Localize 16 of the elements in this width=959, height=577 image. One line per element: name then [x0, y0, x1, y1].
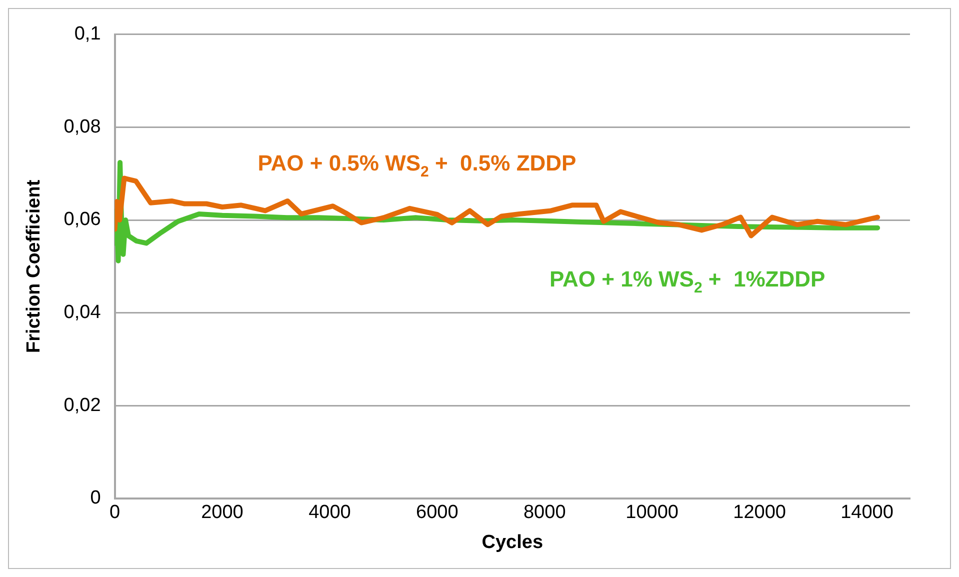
x-tick-label: 12000: [733, 502, 786, 524]
x-tick-label: 10000: [626, 502, 679, 524]
x-tick-label: 8000: [523, 502, 566, 524]
y-tick-label: 0: [90, 488, 101, 509]
x-axis-title: Cycles: [482, 532, 544, 553]
x-tick-label: 0: [109, 502, 120, 524]
x-tick-label: 6000: [416, 502, 458, 524]
y-tick-label: 0,02: [64, 394, 101, 416]
y-tick-label: 0,06: [64, 209, 101, 230]
y-tick-label: 0,04: [64, 302, 102, 324]
y-axis-title: Friction Coefficient: [24, 179, 45, 353]
x-tick-label: 4000: [308, 502, 351, 524]
y-tick-label: 0,1: [74, 24, 101, 45]
x-tick-label: 14000: [840, 502, 894, 524]
y-tick-label: 0,08: [64, 116, 101, 138]
x-tick-label: 2000: [201, 502, 244, 524]
